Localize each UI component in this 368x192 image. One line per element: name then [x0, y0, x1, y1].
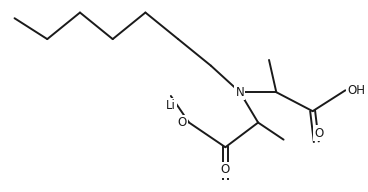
Text: O: O — [315, 127, 324, 140]
Text: O: O — [221, 164, 230, 176]
Text: OH: OH — [347, 84, 365, 97]
Text: Li: Li — [166, 99, 176, 112]
Text: O: O — [178, 116, 187, 129]
Text: N: N — [236, 86, 244, 99]
